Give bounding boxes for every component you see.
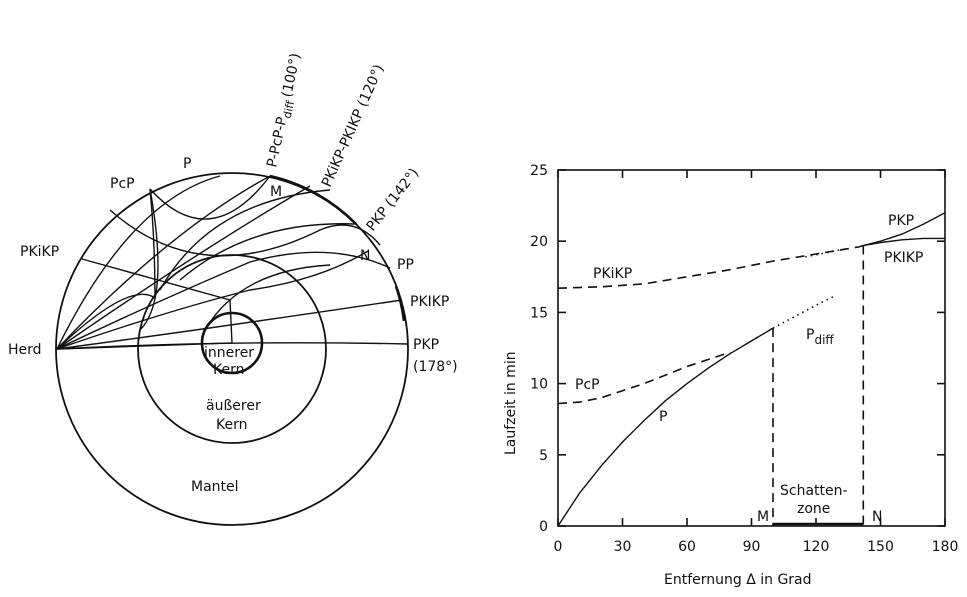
label-pkikp-right: PKIKP [410,294,449,310]
y-tick-label: 20 [530,234,548,250]
series-line-pcp [557,351,731,405]
series-line-p [557,327,774,527]
y-ticks: 0 5 10 15 20 25 [530,163,945,535]
annot-pdiff-sub: diff [814,333,834,347]
x-tick-label: 0 [554,539,563,555]
label-pkikp-left: PKiKP [20,244,59,260]
annot-m: M [757,509,769,525]
label-herd: Herd [8,342,42,358]
y-tick-label: 25 [530,163,548,179]
annot-schatten-2: zone [797,501,830,517]
ray-p-3 [56,185,311,350]
label-pkp178: PKP [413,337,439,353]
mantle-boundary [55,172,409,526]
y-axis-label: Laufzeit in min [503,351,519,455]
y-tick-label: 0 [539,519,548,535]
label-pkikp-pkikp: PKiKP-PKIKP (120°) [319,62,387,189]
x-ticks: 0 30 60 90 120 150 180 [554,170,959,555]
label-pkp178-angle: (178°) [413,359,458,375]
series-line-pkikp [863,237,945,247]
annot-pdiff-main: P [806,327,814,343]
series-layer [557,212,946,527]
annot-n: N [872,509,882,525]
surface-arc-top [269,174,357,225]
annot-pkp: PKP [888,213,914,229]
y-tick-label: 5 [539,448,548,464]
ray-pkp-2 [56,250,369,350]
ray-inner-1 [204,264,331,331]
ray-pcp-ref-2 [109,209,381,257]
surface-arc-right [394,285,406,322]
label-n-left: N [360,248,370,264]
label-pp: PP [397,257,414,273]
series-line-pkp [863,212,946,247]
ray-core-2 [179,223,356,281]
x-tick-label: 90 [743,539,761,555]
ray-pkikp-left [56,258,233,350]
series-line-pkikp [557,244,864,289]
marker-layer [772,245,865,526]
label-p-pcp-pdiff-sub: diff [281,99,297,119]
x-tick-label: 150 [867,539,894,555]
earth-diagram: Herd PKiKP PcP P P-PcP-Pdiff(100°) PKiKP… [8,52,458,526]
annot-p: P [659,409,667,425]
y-tick-label: 15 [530,305,548,321]
annot-pkikp: PKiKP [593,266,632,282]
x-tick-label: 60 [678,539,696,555]
ray-pkp-1 [56,251,391,350]
annot-pkikp-right: PKIKP [884,250,923,266]
y-tick-label: 10 [530,377,548,393]
x-tick-label: 120 [803,539,830,555]
label-p-pcp-pdiff: P-PcP-Pdiff(100°) [264,52,307,170]
travel-time-chart: 0 5 10 15 20 25 0 30 60 90 120 150 180 Laufzeit in … [503,163,958,588]
ray-p-1 [56,175,221,350]
annot-schatten-1: Schatten- [780,483,848,499]
ray-pkikp-1 [56,299,403,350]
annot-pcp: PcP [575,377,600,393]
label-p: P [183,156,191,172]
label-pkp142: PKP (142°) [364,165,423,234]
x-tick-label: 180 [932,539,959,555]
label-outer-core-2: Kern [216,417,247,433]
label-inner-core-2: Kern [213,362,244,378]
label-p-pcp-pdiff-angle: (100°) [279,52,304,99]
ray-pcp-ref-1 [149,175,271,220]
series-line-p-diff [772,295,834,329]
label-pcp: PcP [110,176,135,192]
ray-p-2 [56,175,271,350]
plot-frame [557,169,946,527]
ray-pcp-upper [139,188,159,331]
x-tick-label: 30 [614,539,632,555]
label-m-left: M [270,184,282,200]
label-p-pcp-pdiff-main: P-PcP-P [264,116,290,169]
label-outer-core-1: äußerer [206,398,261,414]
label-inner-core-1: innerer [204,345,254,361]
ray-core-1 [159,189,331,291]
ray-pkikp-2 [56,342,408,350]
x-axis-label: Entfernung Δ in Grad [664,572,812,588]
label-mantle: Mantel [191,479,239,495]
annot-pdiff: Pdiff [806,327,834,347]
